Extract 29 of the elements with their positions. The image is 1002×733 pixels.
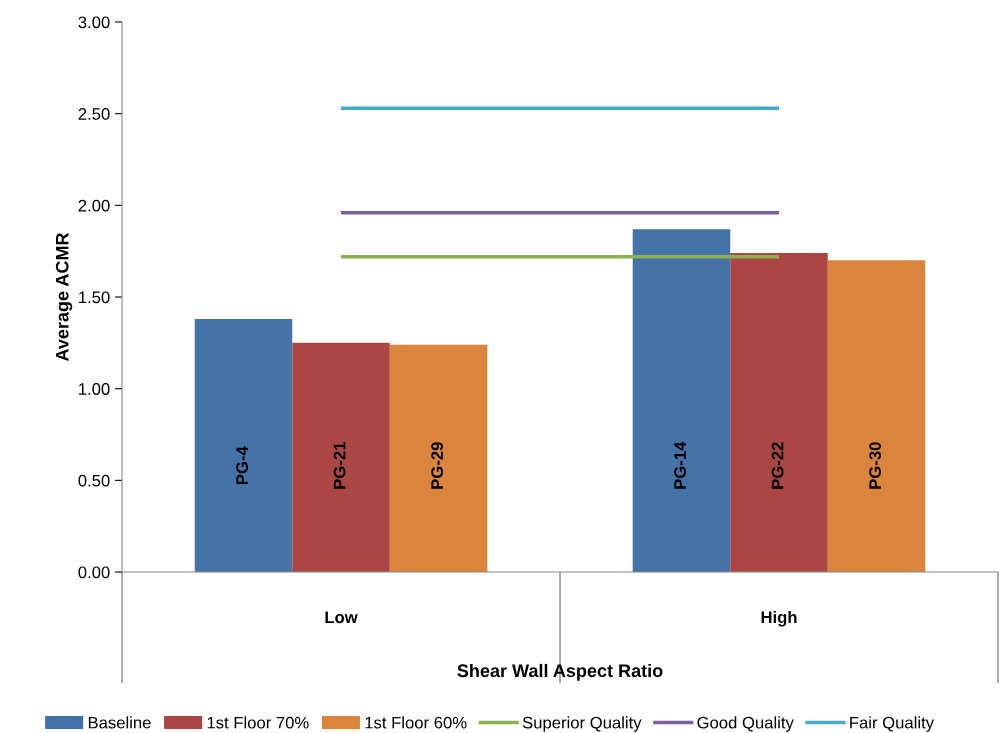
y-tick-label: 3.00 xyxy=(78,16,110,29)
y-tick-label: 0.50 xyxy=(78,474,110,487)
y-tick-label: 1.50 xyxy=(79,291,110,304)
y-tick-label: 2.50 xyxy=(78,108,110,120)
legend-label: 1st Floor 70% xyxy=(207,716,309,729)
legend-label: 1st Floor 60% xyxy=(365,716,467,729)
bar xyxy=(389,344,488,573)
data-label: PG-29 xyxy=(431,442,444,489)
y-axis-title: Average ACMR xyxy=(55,232,73,362)
data-label: PG-22 xyxy=(771,442,784,489)
legend-label: Good Quality xyxy=(697,716,794,732)
bar xyxy=(292,342,390,573)
y-tick-label: 2.00 xyxy=(78,199,110,212)
bar xyxy=(730,253,828,573)
y-tick-label: 1.00 xyxy=(79,383,110,395)
legend-label: Superior Quality xyxy=(522,716,642,732)
data-label: PG-4 xyxy=(236,446,248,485)
x-tick-label: Low xyxy=(325,611,358,624)
data-label: PG-21 xyxy=(333,442,346,489)
data-label: PG-30 xyxy=(869,442,882,489)
bar xyxy=(827,260,926,573)
bar xyxy=(632,229,731,573)
legend-label: Fair Quality xyxy=(850,716,935,732)
x-axis-title: Shear Wall Aspect Ratio xyxy=(457,663,663,681)
legend-label: Baseline xyxy=(88,716,151,729)
bar xyxy=(194,319,293,573)
data-label: PG-14 xyxy=(674,441,686,489)
y-tick-label: 0.00 xyxy=(78,566,110,579)
x-tick-label: High xyxy=(761,610,797,627)
